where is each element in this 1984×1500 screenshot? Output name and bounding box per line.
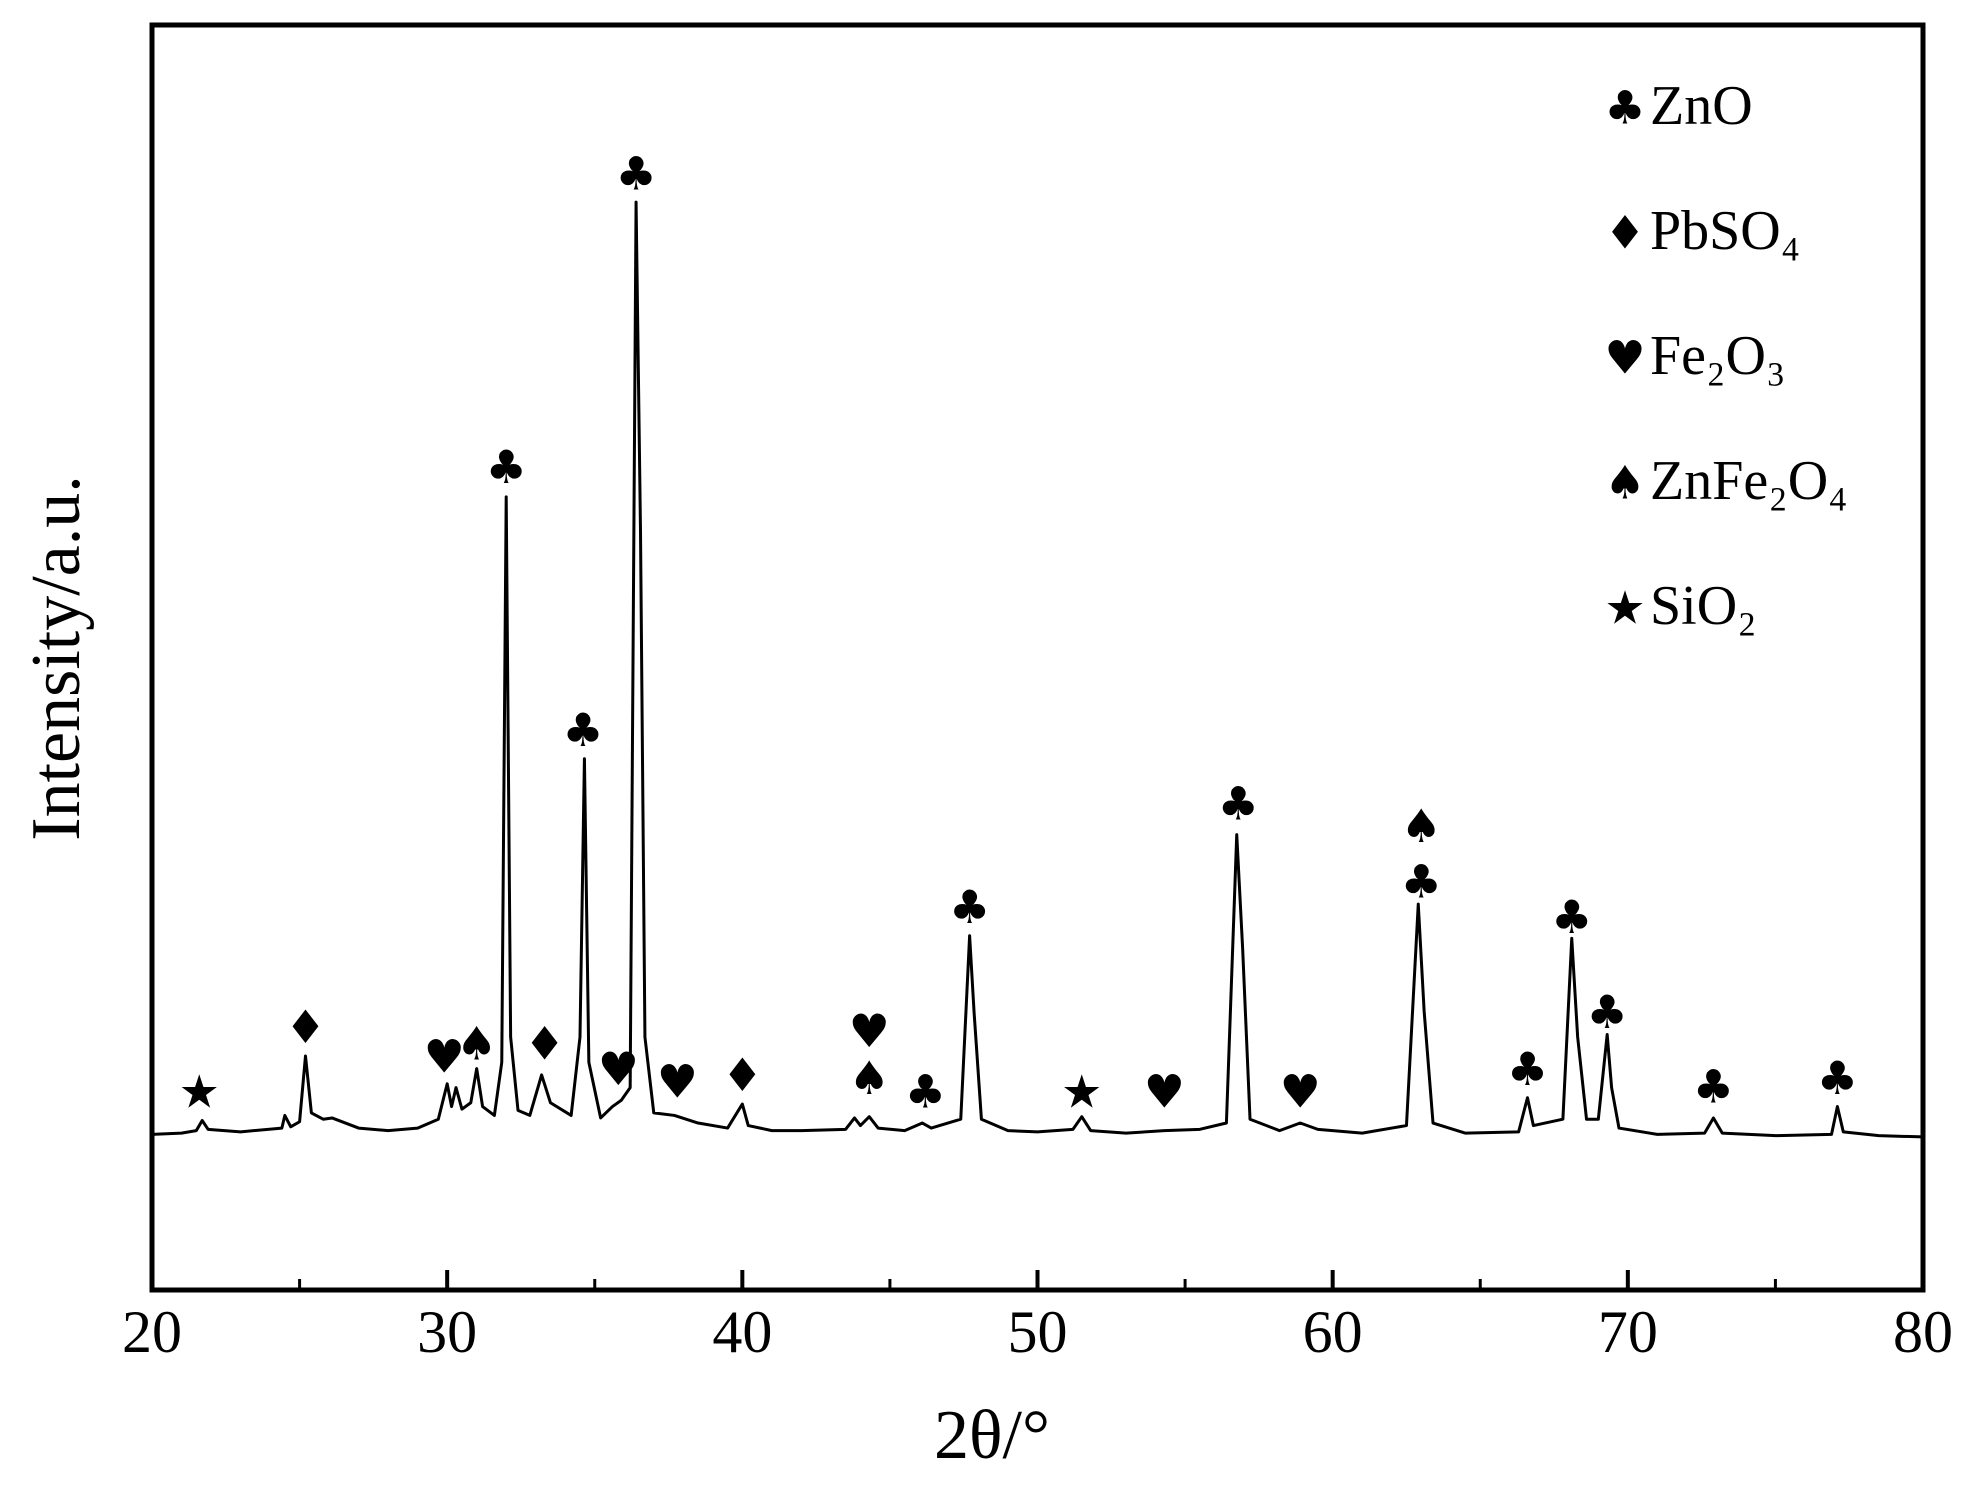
xrd-line [151, 200, 1924, 1139]
peak-marker: ♣ [1587, 985, 1628, 1039]
x-tick-label: 20 [122, 1299, 182, 1365]
x-tick-label: 60 [1303, 1299, 1363, 1365]
peak-marker: ♣ [486, 440, 527, 494]
peak-marker: ♥ [1144, 1065, 1185, 1119]
peak-marker: ♣ [1507, 1042, 1548, 1096]
peak-marker: ♣ [562, 703, 603, 757]
peak-marker: ♣ [1551, 890, 1592, 944]
peak-marker: ♣ [1817, 1051, 1858, 1105]
peak-marker: ♥ [657, 1055, 698, 1109]
peak-marker: ♣ [1401, 855, 1442, 909]
peak-marker: ♥ [1280, 1065, 1321, 1119]
x-axis-label: 2θ/° [934, 1397, 1050, 1474]
peak-marker: ♦ [285, 1000, 326, 1054]
y-axis-label: Intensity/a.u. [18, 475, 95, 840]
peak-marker: ♥ [424, 1029, 465, 1083]
x-tick-label: 30 [417, 1299, 477, 1365]
peak-marker: ★ [1061, 1065, 1102, 1119]
peak-marker: ♣ [949, 880, 990, 934]
x-tick-label: 50 [1008, 1299, 1068, 1365]
legend-label: SiO₂ [1650, 575, 1757, 637]
legend-symbol: ♣ [1604, 81, 1645, 135]
x-tick-label: 70 [1598, 1299, 1658, 1365]
peak-marker: ★ [179, 1065, 220, 1119]
peak-marker: ♣ [1218, 776, 1259, 830]
legend-symbol: ♠ [1604, 456, 1645, 510]
legend-label: ZnO [1650, 75, 1753, 137]
peak-marker: ♣ [615, 146, 656, 200]
peak-marker: ♣ [1693, 1060, 1734, 1114]
peak-marker: ♥ [598, 1042, 639, 1096]
peak-marker: ♣ [905, 1065, 946, 1119]
x-tick-label: 40 [712, 1299, 772, 1365]
legend-label: ZnFe₂O₄ [1650, 450, 1848, 512]
legend-symbol: ♥ [1604, 331, 1645, 385]
peak-marker: ♠ [849, 1051, 890, 1105]
legend-symbol: ♦ [1604, 206, 1645, 260]
peak-marker: ♦ [524, 1017, 565, 1071]
peak-marker: ♠ [456, 1017, 497, 1071]
legend-label: Fe₂O₃ [1650, 325, 1786, 387]
legend-label: PbSO₄ [1650, 200, 1800, 262]
legend-symbol: ★ [1604, 581, 1645, 635]
peak-marker: ♠ [1401, 799, 1442, 853]
peak-marker: ♥ [849, 1004, 890, 1058]
x-tick-label: 80 [1893, 1299, 1953, 1365]
peak-marker: ♦ [722, 1048, 763, 1102]
